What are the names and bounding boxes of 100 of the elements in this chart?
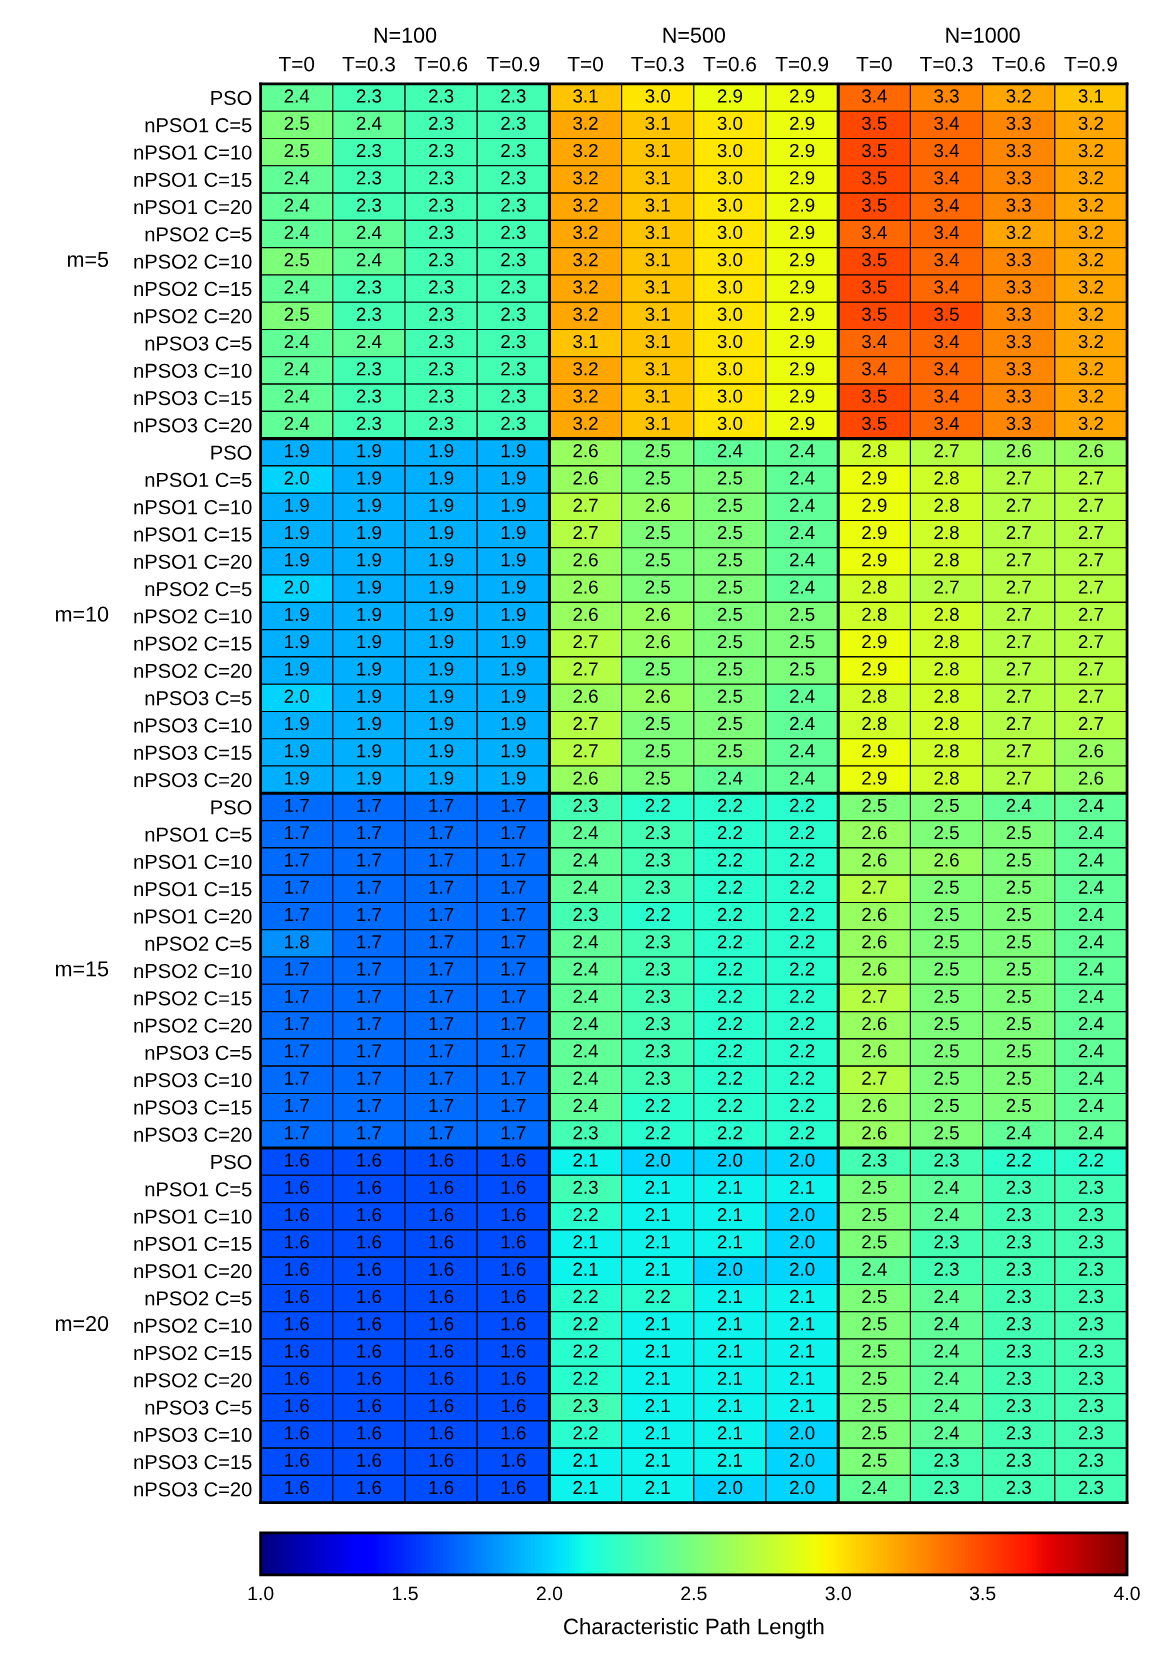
data-label: 1.6 (501, 1262, 526, 1276)
data-label: 2.5 (934, 1098, 959, 1113)
data-label: 3.0 (717, 143, 743, 158)
data-label: 2.3 (1006, 1207, 1031, 1222)
data-label: 1.9 (357, 635, 382, 649)
data-label: 2.4 (284, 362, 310, 376)
data-label: 2.9 (862, 498, 887, 512)
data-label: 2.5 (1006, 907, 1031, 922)
data-label: 2.7 (1006, 525, 1031, 539)
data-label: 2.4 (1006, 798, 1032, 812)
data-label: 2.3 (501, 143, 526, 158)
data-label: 1.7 (357, 989, 382, 1003)
data-label: 2.3 (429, 116, 454, 130)
data-label: 2.2 (790, 1071, 815, 1085)
data-label: 2.6 (573, 471, 598, 485)
data-label: 2.8 (862, 607, 887, 622)
data-label: 1.6 (429, 1317, 454, 1331)
data-label: 2.3 (1078, 1317, 1104, 1331)
y-tick-label: nPSO3 C=10 (134, 718, 252, 733)
data-label: 2.5 (862, 1207, 887, 1222)
data-label: 2.9 (862, 635, 887, 649)
data-label: 3.4 (934, 171, 960, 185)
data-label: 2.1 (645, 1398, 670, 1413)
data-label: 3.2 (1078, 198, 1104, 212)
data-label: 1.9 (429, 607, 454, 622)
data-label: 2.7 (1006, 689, 1031, 703)
data-label: 2.6 (573, 607, 598, 622)
data-label: 3.1 (645, 143, 670, 158)
data-label: 2.6 (1078, 444, 1104, 458)
data-label: 2.5 (862, 1289, 887, 1304)
data-label: 1.7 (285, 880, 309, 894)
data-label: 2.1 (573, 1480, 598, 1494)
data-label: 2.2 (573, 1207, 598, 1222)
data-label: 2.4 (284, 89, 310, 103)
data-label: 3.4 (862, 89, 887, 103)
data-label: 2.1 (717, 1453, 743, 1467)
data-label: 2.5 (645, 662, 670, 676)
x-tick-label: T=0.3 (342, 56, 395, 72)
y-tick-label: nPSO3 C=20 (134, 1482, 252, 1497)
data-label: 1.6 (357, 1317, 382, 1331)
data-label: 3.4 (934, 116, 960, 130)
data-label: 2.3 (1006, 1289, 1031, 1304)
data-label: 2.4 (1078, 962, 1104, 976)
text: N=1000 (946, 27, 1020, 43)
color-bar-label: 1.5 (393, 1586, 418, 1601)
data-label: 3.4 (862, 362, 887, 376)
data-label: 2.9 (790, 280, 815, 294)
data-label: 1.9 (357, 689, 382, 703)
data-label: 2.6 (645, 689, 670, 703)
data-label: 1.9 (429, 471, 454, 485)
data-label: 2.5 (790, 607, 815, 622)
data-label: 2.3 (1078, 1398, 1104, 1413)
data-label: 2.5 (645, 716, 670, 731)
data-label: 2.2 (573, 1317, 598, 1331)
data-label: 2.3 (934, 1453, 959, 1467)
data-label: 2.7 (573, 635, 598, 649)
data-label: 2.1 (717, 1371, 743, 1385)
data-label: 1.9 (429, 662, 454, 676)
data-label: 2.7 (1006, 553, 1031, 567)
y-tick-label: nPSO1 C=5 (145, 1182, 252, 1197)
data-label: 2.7 (1078, 525, 1104, 539)
data-label: 2.8 (862, 689, 887, 703)
data-label: 3.3 (934, 89, 959, 103)
data-label: 2.3 (1078, 1262, 1104, 1276)
data-label: 3.0 (717, 198, 743, 212)
data-label: 1.9 (285, 744, 309, 758)
data-label: 2.7 (1078, 580, 1104, 594)
data-label: 2.3 (501, 253, 526, 267)
color-bar-label: 2.5 (681, 1586, 707, 1601)
data-label: 1.6 (285, 1371, 309, 1385)
x-tick-label: T=0.6 (414, 56, 468, 72)
data-label: 2.5 (934, 935, 959, 949)
x-tick-label: T=0 (567, 56, 603, 72)
data-label: 2.2 (790, 880, 815, 894)
data-label: 2.2 (573, 1426, 598, 1440)
data-label: 1.6 (357, 1344, 382, 1358)
data-label: 2.7 (862, 880, 887, 894)
data-label: 2.4 (934, 1317, 960, 1331)
data-label: 3.5 (862, 198, 887, 212)
data-label: 3.4 (934, 362, 960, 376)
data-label: 1.6 (285, 1207, 309, 1222)
data-label: 3.3 (1006, 307, 1031, 321)
data-label: 2.1 (645, 1207, 670, 1222)
data-label: 2.5 (934, 962, 959, 976)
data-label: 2.7 (1006, 580, 1031, 594)
data-label: 3.0 (717, 225, 743, 240)
data-label: 1.7 (429, 908, 454, 921)
data-label: 2.0 (717, 1262, 743, 1276)
data-label: 2.3 (645, 1044, 670, 1058)
data-label: 2.9 (717, 89, 743, 103)
data-label: 2.3 (1006, 1317, 1031, 1331)
data-label: 2.4 (790, 689, 815, 703)
data-label: 3.2 (573, 171, 598, 185)
data-label: 2.1 (717, 1398, 743, 1413)
data-label: 2.9 (862, 471, 887, 485)
data-label: 2.3 (501, 280, 526, 294)
data-label: 1.7 (357, 853, 382, 867)
data-label: 2.4 (790, 471, 815, 485)
data-label: 2.1 (573, 1453, 598, 1467)
data-label: 2.5 (1006, 1098, 1031, 1113)
